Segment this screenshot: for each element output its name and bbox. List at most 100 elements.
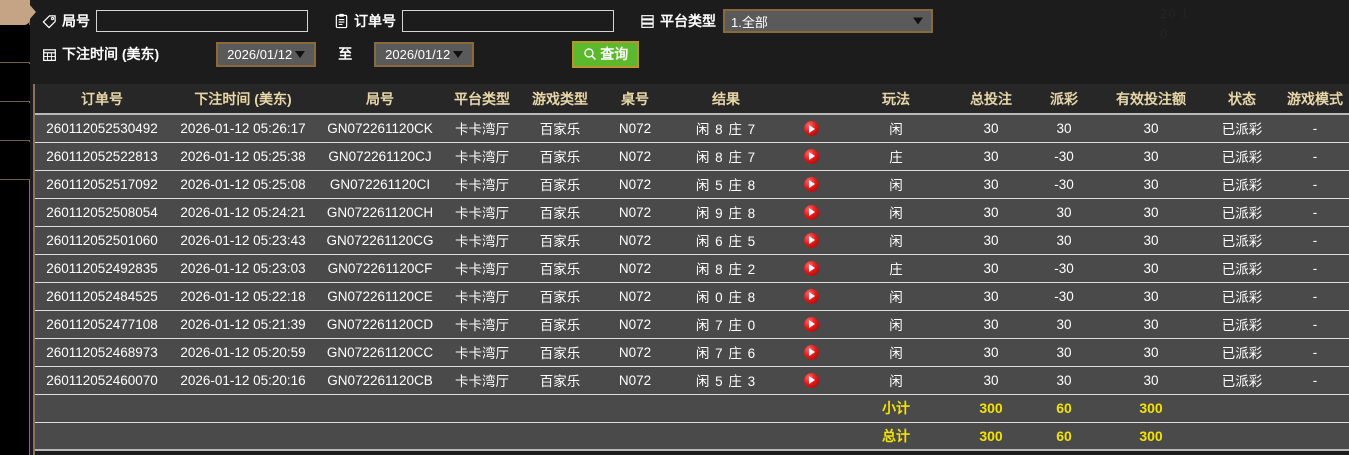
summary-valid-bet: 300 (1097, 394, 1205, 423)
cell-round-no: GN072261120CJ (317, 142, 443, 171)
cell-bet-time: 2026-01-12 05:25:38 (169, 142, 317, 171)
col-game-type[interactable]: 游戏类型 (521, 84, 599, 115)
col-payout[interactable]: 派彩 (1031, 84, 1097, 115)
summary-label: 总计 (841, 422, 951, 451)
cell-bet-time: 2026-01-12 05:25:08 (169, 170, 317, 199)
cell-game-type: 百家乐 (521, 366, 599, 395)
cell-play: 闲 (841, 198, 951, 227)
cell-play: 闲 (841, 170, 951, 199)
platform-type-selected-value: 1.全部 (731, 14, 768, 30)
platform-type-select[interactable]: 1.全部 (723, 9, 933, 33)
end-date-picker[interactable]: 2026/01/12 (374, 41, 475, 67)
cell-round-no: GN072261120CF (317, 254, 443, 283)
cell-valid-bet: 30 (1097, 254, 1205, 283)
play-icon[interactable] (803, 176, 819, 192)
cell-payout: -30 (1031, 254, 1097, 283)
cell-status: 已派彩 (1205, 338, 1279, 367)
cell-platform: 卡卡湾厅 (443, 114, 521, 143)
col-order-no[interactable]: 订单号 (35, 84, 169, 115)
col-total-bet[interactable]: 总投注 (951, 84, 1031, 115)
table-row[interactable]: 260112052468973 2026-01-12 05:20:59 GN0722… (35, 338, 1349, 367)
orders-table-container: 订单号 下注时间 (美东) 局号 平台类型 游戏类型 桌号 结果 玩法 总投注 … (33, 84, 1349, 455)
calendar-icon (42, 47, 57, 62)
platform-type-filter: 平台类型 1.全部 (640, 9, 933, 33)
summary-blank (35, 422, 841, 451)
summary-row: 小计 300 60 300 (35, 394, 1349, 423)
table-row[interactable]: 260112052501060 2026-01-12 05:23:43 GN0722… (35, 226, 1349, 255)
cell-valid-bet: 30 (1097, 170, 1205, 199)
col-round-no[interactable]: 局号 (317, 84, 443, 115)
table-row[interactable]: 260112052522813 2026-01-12 05:25:38 GN0722… (35, 142, 1349, 171)
cell-valid-bet: 30 (1097, 282, 1205, 311)
cell-table-no: N072 (599, 142, 671, 171)
cell-order-no: 260112052460070 (35, 366, 169, 395)
summary-total-bet: 300 (951, 394, 1031, 423)
cell-round-no: GN072261120CD (317, 310, 443, 339)
cell-status: 已派彩 (1205, 366, 1279, 395)
bet-time-label: 下注时间 (美东) (42, 44, 159, 64)
cell-status: 已派彩 (1205, 282, 1279, 311)
cell-total-bet: 30 (951, 170, 1031, 199)
col-play[interactable]: 玩法 (841, 84, 951, 115)
play-icon[interactable] (803, 372, 819, 388)
cell-platform: 卡卡湾厅 (443, 226, 521, 255)
cell-bet-time: 2026-01-12 05:20:16 (169, 366, 317, 395)
cell-bet-time: 2026-01-12 05:23:03 (169, 254, 317, 283)
play-icon[interactable] (803, 121, 819, 137)
play-icon[interactable] (803, 204, 819, 220)
table-row[interactable]: 260112052484525 2026-01-12 05:22:18 GN0722… (35, 282, 1349, 311)
start-date-picker[interactable]: 2026/01/12 (216, 41, 317, 67)
col-result[interactable]: 结果 (671, 84, 781, 115)
col-valid-bet[interactable]: 有效投注额 (1097, 84, 1205, 115)
table-row[interactable]: 260112052477108 2026-01-12 05:21:39 GN0722… (35, 310, 1349, 339)
cell-replay (781, 310, 841, 339)
play-icon[interactable] (803, 260, 819, 276)
col-table-no[interactable]: 桌号 (599, 84, 671, 115)
juhao-label: 局号 (42, 11, 90, 31)
cell-game-mode: - (1279, 142, 1349, 171)
play-icon[interactable] (803, 316, 819, 332)
cell-game-mode: - (1279, 226, 1349, 255)
play-icon[interactable] (803, 148, 819, 164)
cell-round-no: GN072261120CH (317, 198, 443, 227)
cell-table-no: N072 (599, 226, 671, 255)
table-body: 260112052530492 2026-01-12 05:26:17 GN0722… (35, 114, 1349, 451)
col-game-mode[interactable]: 游戏模式 (1279, 84, 1349, 115)
sidebar-slot[interactable] (0, 103, 30, 141)
cell-payout: 30 (1031, 198, 1097, 227)
sidebar-toggle-tab[interactable] (0, 0, 36, 25)
summary-payout: 60 (1031, 394, 1097, 423)
play-icon[interactable] (803, 288, 819, 304)
order-no-input[interactable] (402, 10, 614, 32)
sidebar-slot[interactable] (0, 142, 30, 180)
cell-payout: -30 (1031, 170, 1097, 199)
cell-order-no: 260112052477108 (35, 310, 169, 339)
search-icon (583, 47, 597, 61)
cell-order-no: 260112052508054 (35, 198, 169, 227)
play-icon[interactable] (803, 232, 819, 248)
table-row[interactable]: 260112052492835 2026-01-12 05:23:03 GN0722… (35, 254, 1349, 283)
cell-platform: 卡卡湾厅 (443, 310, 521, 339)
summary-blank2 (1205, 422, 1279, 451)
table-row[interactable]: 260112052517092 2026-01-12 05:25:08 GN0722… (35, 170, 1349, 199)
cell-bet-time: 2026-01-12 05:20:59 (169, 338, 317, 367)
col-status[interactable]: 状态 (1205, 84, 1279, 115)
filter-toolbar: 20 1 0 局号 (30, 0, 1349, 78)
cell-result: 闲 5 庄 8 (671, 170, 781, 199)
cell-total-bet: 30 (951, 366, 1031, 395)
col-bet-time[interactable]: 下注时间 (美东) (169, 84, 317, 115)
query-button[interactable]: 查询 (572, 40, 640, 68)
col-platform[interactable]: 平台类型 (443, 84, 521, 115)
cell-result: 闲 6 庄 5 (671, 226, 781, 255)
cell-platform: 卡卡湾厅 (443, 254, 521, 283)
table-row[interactable]: 260112052508054 2026-01-12 05:24:21 GN0722… (35, 198, 1349, 227)
table-row[interactable]: 260112052460070 2026-01-12 05:20:16 GN0722… (35, 366, 1349, 395)
cell-order-no: 260112052468973 (35, 338, 169, 367)
sidebar-slot[interactable] (0, 25, 30, 63)
chevron-down-icon (453, 50, 464, 58)
juhao-input[interactable] (96, 10, 308, 32)
sidebar-slot[interactable] (0, 64, 30, 102)
play-icon[interactable] (803, 344, 819, 360)
table-row[interactable]: 260112052530492 2026-01-12 05:26:17 GN0722… (35, 114, 1349, 143)
cell-replay (781, 338, 841, 367)
